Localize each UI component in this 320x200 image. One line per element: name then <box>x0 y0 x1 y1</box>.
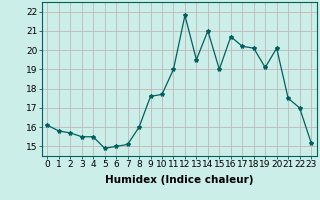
X-axis label: Humidex (Indice chaleur): Humidex (Indice chaleur) <box>105 175 253 185</box>
